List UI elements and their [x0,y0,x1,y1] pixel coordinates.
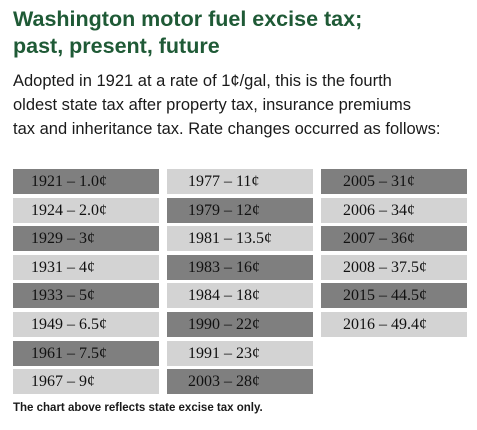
rate-cell: 2006 – 34¢ [321,197,467,223]
rate-cell: 1990 – 22¢ [167,311,313,337]
intro-line-1: Adopted in 1921 at a rate of 1¢/gal, thi… [13,72,392,90]
rate-cell: 1981 – 13.5¢ [167,226,313,252]
rate-cell: 1991 – 23¢ [167,340,313,366]
footnote: The chart above reflects state excise ta… [13,402,263,414]
rate-cell: 1924 – 2.0¢ [13,197,159,223]
rate-cell: 2008 – 37.5¢ [321,254,467,280]
rate-cell: 1977 – 11¢ [167,169,313,194]
rate-cell: 2015 – 44.5¢ [321,283,467,309]
intro-line-2: oldest state tax after property tax, ins… [13,96,412,114]
rate-cell: 1961 – 7.5¢ [13,340,159,366]
title-line-2: past, present, future [13,34,220,58]
rate-cell: 1949 – 6.5¢ [13,311,159,337]
rate-cell: 1984 – 18¢ [167,283,313,309]
rate-cell: 1979 – 12¢ [167,197,313,223]
rate-cell: 2007 – 36¢ [321,226,467,252]
rate-cell: 1931 – 4¢ [13,254,159,280]
rate-cell: 2005 – 31¢ [321,169,467,194]
rate-column-2: 1977 – 11¢ 1979 – 12¢ 1981 – 13.5¢ 1983 … [167,169,313,398]
rate-cell: 1933 – 5¢ [13,283,159,309]
intro-paragraph: Adopted in 1921 at a rate of 1¢/gal, thi… [13,69,475,141]
rate-cell: 2003 – 28¢ [167,369,313,395]
intro-line-3: tax and inheritance tax. Rate changes oc… [13,120,441,138]
page-title: Washington motor fuel excise tax; past, … [13,6,473,60]
rate-cell: 1929 – 3¢ [13,226,159,252]
rate-cell: 1983 – 16¢ [167,254,313,280]
rate-column-1: 1921 – 1.0¢ 1924 – 2.0¢ 1929 – 3¢ 1931 –… [13,169,159,398]
rate-column-3: 2005 – 31¢ 2006 – 34¢ 2007 – 36¢ 2008 – … [321,169,467,341]
rate-cell: 2016 – 49.4¢ [321,311,467,337]
rate-changes-table: 1921 – 1.0¢ 1924 – 2.0¢ 1929 – 3¢ 1931 –… [13,169,469,395]
rate-cell: 1921 – 1.0¢ [13,169,159,194]
rate-cell: 1967 – 9¢ [13,369,159,395]
title-line-1: Washington motor fuel excise tax; [13,7,363,31]
